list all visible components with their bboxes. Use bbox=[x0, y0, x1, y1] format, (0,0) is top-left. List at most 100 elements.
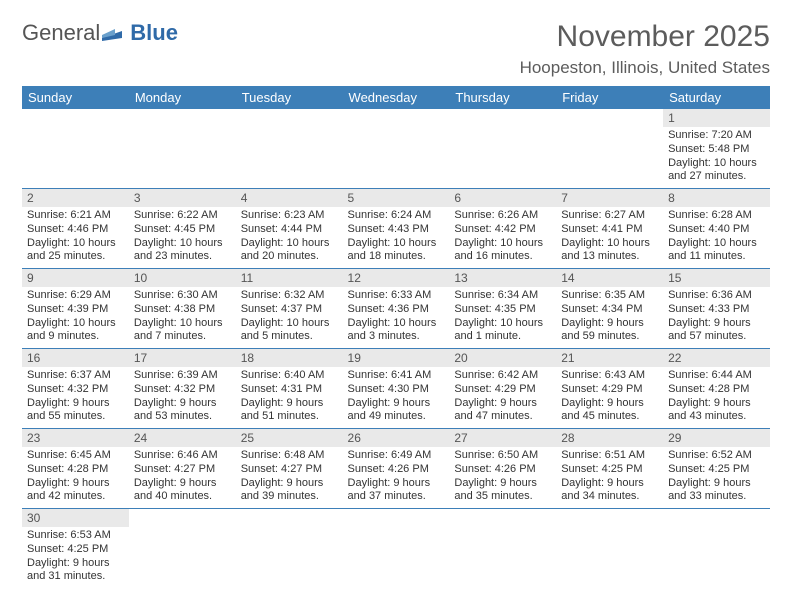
day-number: 6 bbox=[449, 189, 556, 207]
day-details: Sunrise: 6:22 AMSunset: 4:45 PMDaylight:… bbox=[129, 207, 236, 268]
day-number: 1 bbox=[663, 109, 770, 127]
calendar-cell: 13Sunrise: 6:34 AMSunset: 4:35 PMDayligh… bbox=[449, 269, 556, 349]
sunset: Sunset: 5:48 PM bbox=[668, 143, 765, 157]
day-header: Sunday bbox=[22, 86, 129, 109]
daylight: Daylight: 9 hours and 53 minutes. bbox=[134, 397, 231, 425]
daylight: Daylight: 9 hours and 47 minutes. bbox=[454, 397, 551, 425]
calendar-cell: 10Sunrise: 6:30 AMSunset: 4:38 PMDayligh… bbox=[129, 269, 236, 349]
day-details: Sunrise: 6:36 AMSunset: 4:33 PMDaylight:… bbox=[663, 287, 770, 348]
calendar-row: 9Sunrise: 6:29 AMSunset: 4:39 PMDaylight… bbox=[22, 269, 770, 349]
day-details: Sunrise: 6:29 AMSunset: 4:39 PMDaylight:… bbox=[22, 287, 129, 348]
sunrise: Sunrise: 6:32 AM bbox=[241, 289, 338, 303]
calendar-row: 23Sunrise: 6:45 AMSunset: 4:28 PMDayligh… bbox=[22, 429, 770, 509]
logo-text-2: Blue bbox=[130, 20, 178, 46]
day-details: Sunrise: 6:49 AMSunset: 4:26 PMDaylight:… bbox=[343, 447, 450, 508]
calendar-cell: 15Sunrise: 6:36 AMSunset: 4:33 PMDayligh… bbox=[663, 269, 770, 349]
sunset: Sunset: 4:32 PM bbox=[27, 383, 124, 397]
day-header: Saturday bbox=[663, 86, 770, 109]
calendar-cell: 19 Sunrise: 6:41 AMSunset: 4:30 PMDayligh… bbox=[343, 349, 450, 429]
day-details: Sunrise: 6:27 AMSunset: 4:41 PMDaylight:… bbox=[556, 207, 663, 268]
calendar-cell: 18Sunrise: 6:40 AMSunset: 4:31 PMDayligh… bbox=[236, 349, 343, 429]
sunset: Sunset: 4:33 PM bbox=[668, 303, 765, 317]
sunrise: Sunrise: 6:29 AM bbox=[27, 289, 124, 303]
sunrise: Sunrise: 6:36 AM bbox=[668, 289, 765, 303]
sunrise: Sunrise: 6:41 AM bbox=[348, 369, 445, 383]
calendar-cell: 11Sunrise: 6:32 AMSunset: 4:37 PMDayligh… bbox=[236, 269, 343, 349]
sunrise: Sunrise: 6:33 AM bbox=[348, 289, 445, 303]
daylight: Daylight: 10 hours and 27 minutes. bbox=[668, 157, 765, 185]
day-number: 19 bbox=[343, 349, 450, 367]
day-number: 21 bbox=[556, 349, 663, 367]
day-number: 30 bbox=[22, 509, 129, 527]
day-details: Sunrise: 6:53 AMSunset: 4:25 PMDaylight:… bbox=[22, 527, 129, 588]
daylight: Daylight: 10 hours and 25 minutes. bbox=[27, 237, 124, 265]
sunrise: Sunrise: 6:24 AM bbox=[348, 209, 445, 223]
daylight: Daylight: 9 hours and 37 minutes. bbox=[348, 477, 445, 505]
calendar-cell: 22Sunrise: 6:44 AMSunset: 4:28 PMDayligh… bbox=[663, 349, 770, 429]
daylight: Daylight: 10 hours and 18 minutes. bbox=[348, 237, 445, 265]
calendar-cell bbox=[236, 109, 343, 189]
sunrise: Sunrise: 6:30 AM bbox=[134, 289, 231, 303]
calendar-cell bbox=[129, 509, 236, 589]
sunrise: Sunrise: 6:27 AM bbox=[561, 209, 658, 223]
day-header: Monday bbox=[129, 86, 236, 109]
calendar-cell bbox=[343, 509, 450, 589]
sunset: Sunset: 4:42 PM bbox=[454, 223, 551, 237]
sunrise: Sunrise: 6:51 AM bbox=[561, 449, 658, 463]
sunrise: Sunrise: 6:39 AM bbox=[134, 369, 231, 383]
daylight: Daylight: 9 hours and 34 minutes. bbox=[561, 477, 658, 505]
sunrise: Sunrise: 6:22 AM bbox=[134, 209, 231, 223]
day-details: Sunrise: 6:48 AMSunset: 4:27 PMDaylight:… bbox=[236, 447, 343, 508]
sunset: Sunset: 4:28 PM bbox=[27, 463, 124, 477]
calendar-table: SundayMondayTuesdayWednesdayThursdayFrid… bbox=[22, 86, 770, 588]
calendar-cell: 29Sunrise: 6:52 AMSunset: 4:25 PMDayligh… bbox=[663, 429, 770, 509]
sunset: Sunset: 4:25 PM bbox=[561, 463, 658, 477]
day-number: 9 bbox=[22, 269, 129, 287]
day-header: Tuesday bbox=[236, 86, 343, 109]
sunset: Sunset: 4:34 PM bbox=[561, 303, 658, 317]
day-number: 7 bbox=[556, 189, 663, 207]
calendar-cell: 30Sunrise: 6:53 AMSunset: 4:25 PMDayligh… bbox=[22, 509, 129, 589]
sunrise: Sunrise: 6:40 AM bbox=[241, 369, 338, 383]
day-number: 25 bbox=[236, 429, 343, 447]
day-number: 16 bbox=[22, 349, 129, 367]
calendar-cell: 17Sunrise: 6:39 AMSunset: 4:32 PMDayligh… bbox=[129, 349, 236, 429]
day-details: Sunrise: 6:34 AMSunset: 4:35 PMDaylight:… bbox=[449, 287, 556, 348]
sunrise: Sunrise: 6:49 AM bbox=[348, 449, 445, 463]
sunset: Sunset: 4:30 PM bbox=[348, 383, 445, 397]
calendar-cell: 4Sunrise: 6:23 AMSunset: 4:44 PMDaylight… bbox=[236, 189, 343, 269]
daylight: Daylight: 10 hours and 3 minutes. bbox=[348, 317, 445, 345]
day-number: 22 bbox=[663, 349, 770, 367]
sunrise: Sunrise: 7:20 AM bbox=[668, 129, 765, 143]
daylight: Daylight: 9 hours and 49 minutes. bbox=[348, 397, 445, 425]
sunset: Sunset: 4:26 PM bbox=[454, 463, 551, 477]
sunset: Sunset: 4:27 PM bbox=[241, 463, 338, 477]
sunset: Sunset: 4:27 PM bbox=[134, 463, 231, 477]
sunrise: Sunrise: 6:46 AM bbox=[134, 449, 231, 463]
day-details: Sunrise: 6:33 AMSunset: 4:36 PMDaylight:… bbox=[343, 287, 450, 348]
day-details: Sunrise: 6:39 AMSunset: 4:32 PMDaylight:… bbox=[129, 367, 236, 428]
calendar-row: 30Sunrise: 6:53 AMSunset: 4:25 PMDayligh… bbox=[22, 509, 770, 589]
sunrise: Sunrise: 6:21 AM bbox=[27, 209, 124, 223]
day-details: Sunrise: 6:24 AMSunset: 4:43 PMDaylight:… bbox=[343, 207, 450, 268]
day-number: 26 bbox=[343, 429, 450, 447]
header: General Blue November 2025 Hoopeston, Il… bbox=[22, 20, 770, 78]
sunset: Sunset: 4:44 PM bbox=[241, 223, 338, 237]
month-title: November 2025 bbox=[520, 20, 770, 54]
sunset: Sunset: 4:46 PM bbox=[27, 223, 124, 237]
sunset: Sunset: 4:32 PM bbox=[134, 383, 231, 397]
day-number: 27 bbox=[449, 429, 556, 447]
calendar-cell: 5Sunrise: 6:24 AMSunset: 4:43 PMDaylight… bbox=[343, 189, 450, 269]
sunrise: Sunrise: 6:43 AM bbox=[561, 369, 658, 383]
daylight: Daylight: 10 hours and 9 minutes. bbox=[27, 317, 124, 345]
calendar-cell: 8Sunrise: 6:28 AMSunset: 4:40 PMDaylight… bbox=[663, 189, 770, 269]
sunset: Sunset: 4:29 PM bbox=[454, 383, 551, 397]
calendar-cell bbox=[22, 109, 129, 189]
calendar-cell: 25Sunrise: 6:48 AMSunset: 4:27 PMDayligh… bbox=[236, 429, 343, 509]
sunset: Sunset: 4:25 PM bbox=[27, 543, 124, 557]
daylight: Daylight: 10 hours and 23 minutes. bbox=[134, 237, 231, 265]
daylight: Daylight: 9 hours and 40 minutes. bbox=[134, 477, 231, 505]
sunrise: Sunrise: 6:45 AM bbox=[27, 449, 124, 463]
day-details: Sunrise: 6:26 AMSunset: 4:42 PMDaylight:… bbox=[449, 207, 556, 268]
sunrise: Sunrise: 6:42 AM bbox=[454, 369, 551, 383]
